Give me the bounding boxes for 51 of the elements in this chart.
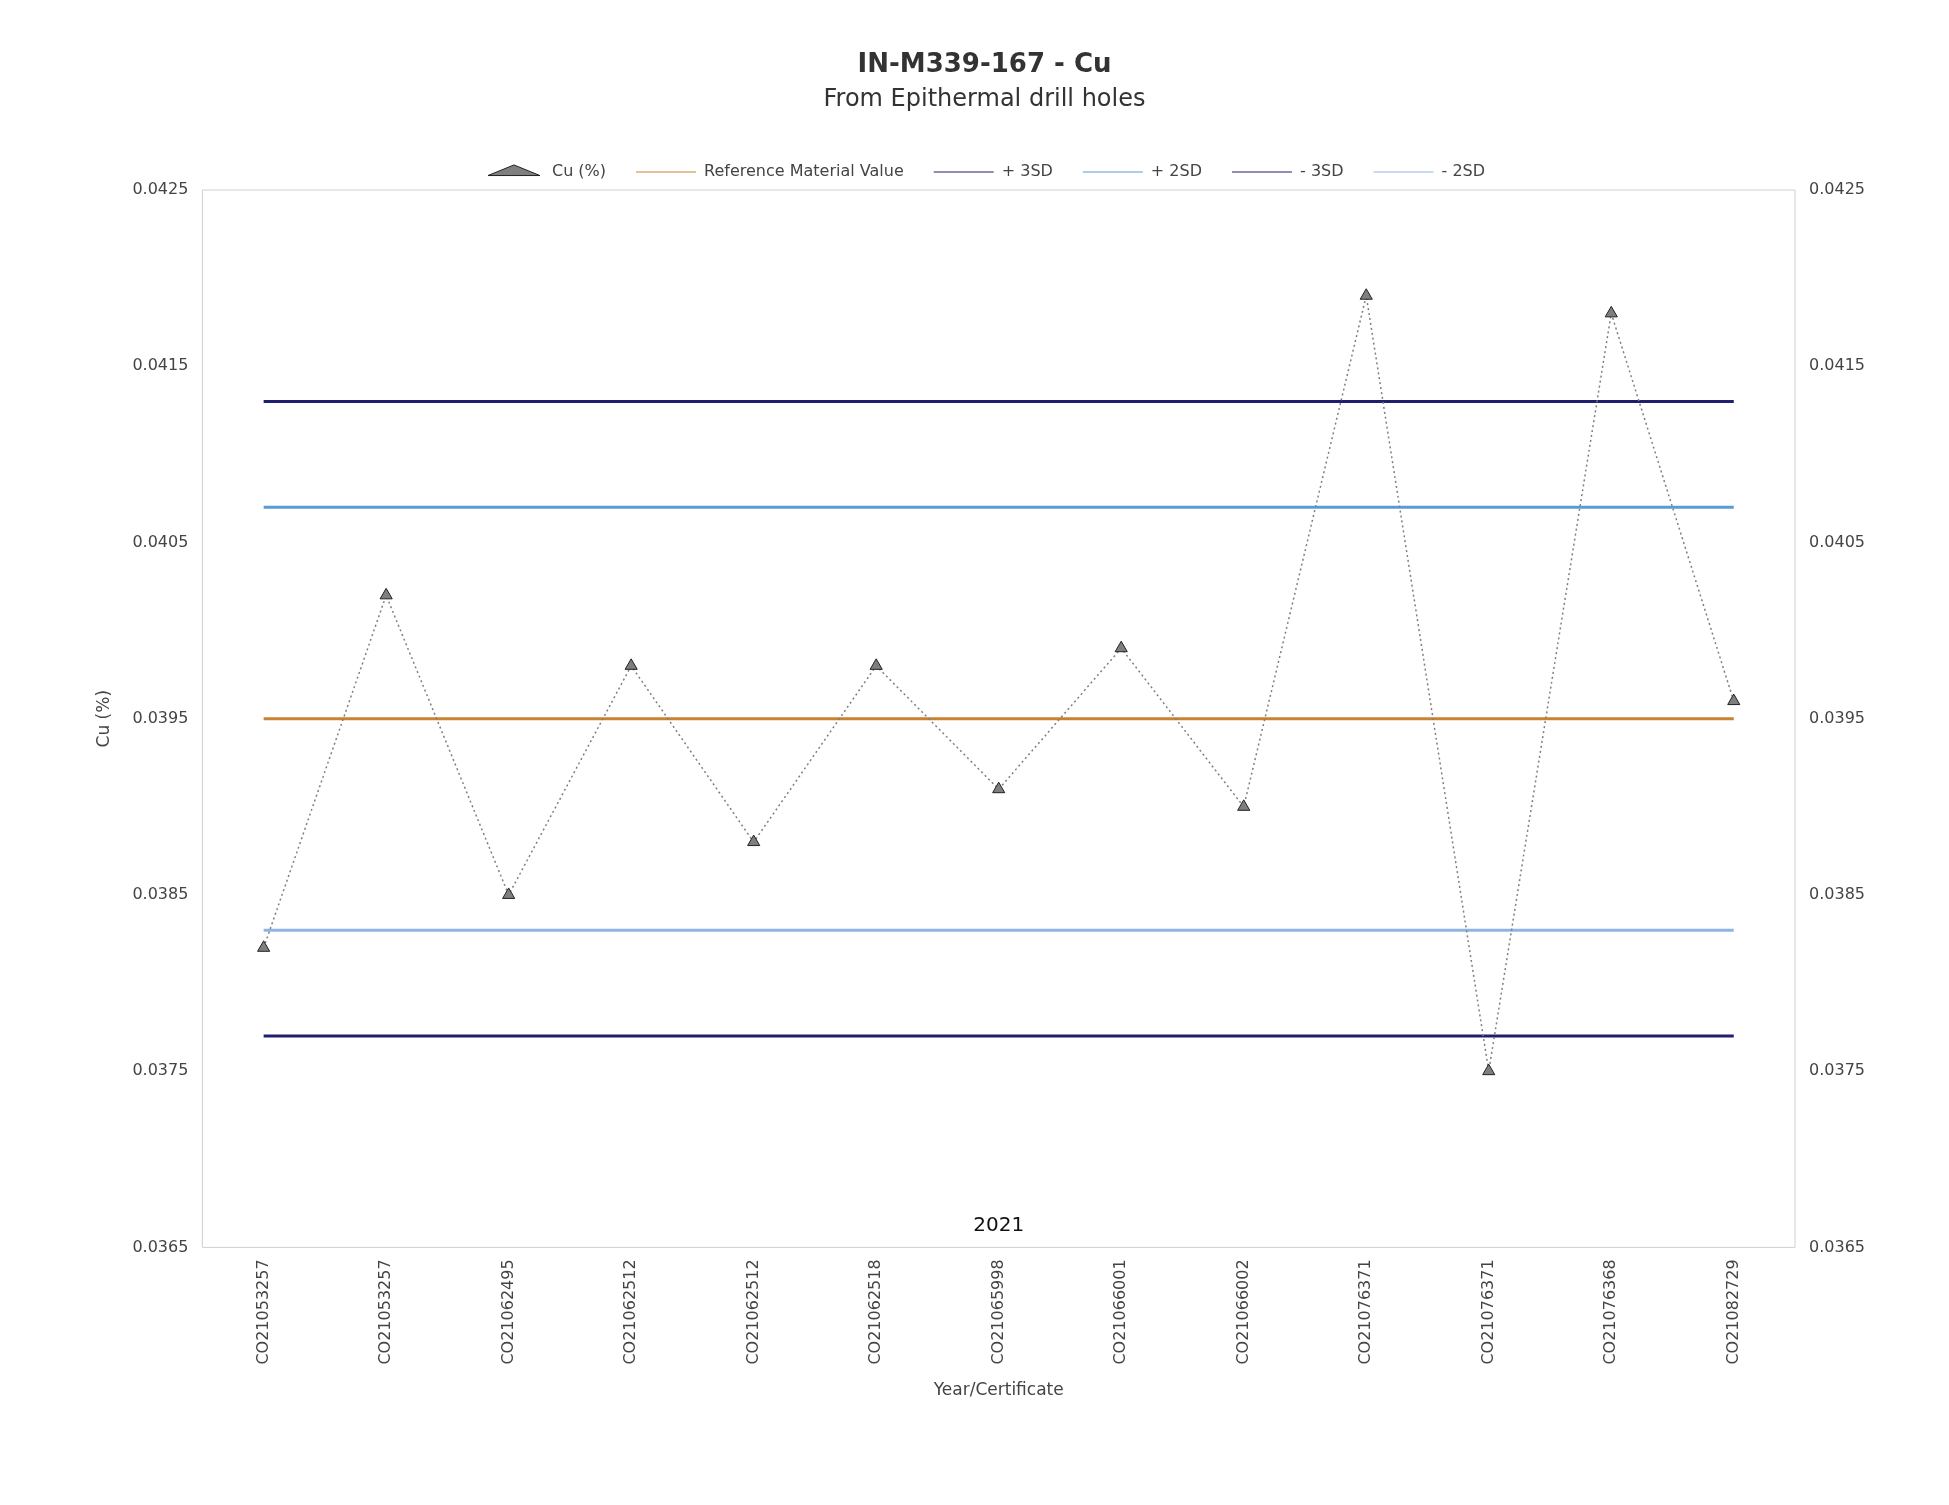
x-tick-label: CO21062495: [497, 1259, 517, 1365]
x-tick-label: CO21076368: [1600, 1259, 1620, 1365]
x-tick-label: CO21053257: [252, 1259, 272, 1365]
point: [1604, 305, 1618, 318]
y-tick-label: 0.0425: [132, 179, 189, 199]
x-tick-label: CO21076371: [1355, 1259, 1375, 1365]
legend-label: + 2SD: [1150, 161, 1203, 181]
legend-label: - 3SD: [1300, 161, 1344, 181]
y2-tick-label: 0.0425: [1809, 179, 1865, 199]
point: [869, 658, 883, 670]
y2-tick-label: 0.0415: [1809, 355, 1865, 375]
y-tick-label: 0.0385: [132, 884, 189, 904]
x-tick-label: CO21065998: [987, 1259, 1007, 1365]
y-tick-label: 0.0405: [132, 531, 189, 551]
point: [624, 658, 638, 670]
x-tick-label: CO21076371: [1477, 1259, 1497, 1365]
x-tick-label: CO21062512: [742, 1259, 762, 1365]
y-tick-label: 0.0415: [132, 355, 189, 375]
y-tick-label: 0.0375: [132, 1060, 189, 1080]
point: [1359, 288, 1373, 300]
chart-subtitle: From Epithermal drill holes: [823, 83, 1146, 112]
chart-title: IN-M339-167 - Cu: [857, 48, 1112, 79]
y2-tick-label: 0.0365: [1809, 1236, 1865, 1256]
x-tick-label: CO21053257: [375, 1259, 395, 1365]
y2-tick-label: 0.0405: [1809, 531, 1865, 551]
legend-label: - 2SD: [1441, 161, 1486, 181]
point: [379, 587, 393, 600]
y2-tick-label: 0.0385: [1809, 884, 1865, 904]
point: [1482, 1063, 1496, 1076]
point: [1237, 799, 1251, 811]
point: [992, 781, 1006, 794]
y2-tick-label: 0.0395: [1809, 707, 1865, 727]
legend-label: Reference Material Value: [704, 161, 904, 181]
y2-tick-label: 0.0375: [1809, 1060, 1865, 1080]
x-tick-label: CO21066001: [1110, 1259, 1130, 1365]
annotation: 2021: [973, 1211, 1025, 1236]
x-tick-label: CO21062512: [620, 1259, 640, 1365]
y-axis-title: Cu (%): [92, 689, 113, 748]
legend-label: Cu (%): [551, 161, 607, 181]
x-tick-label: CO21082729: [1722, 1259, 1742, 1365]
point: [747, 834, 761, 847]
y-tick-label: 0.0365: [132, 1236, 189, 1256]
point: [1727, 693, 1741, 706]
x-tick-label: CO21062518: [865, 1259, 885, 1365]
x-tick-label: CO21066002: [1232, 1259, 1252, 1365]
point: [257, 940, 271, 952]
legend-label: + 3SD: [1001, 161, 1053, 181]
point: [502, 887, 516, 899]
point: [1114, 640, 1128, 653]
y-tick-label: 0.0395: [132, 707, 189, 727]
x-axis-title: Year/Certificate: [932, 1379, 1064, 1400]
